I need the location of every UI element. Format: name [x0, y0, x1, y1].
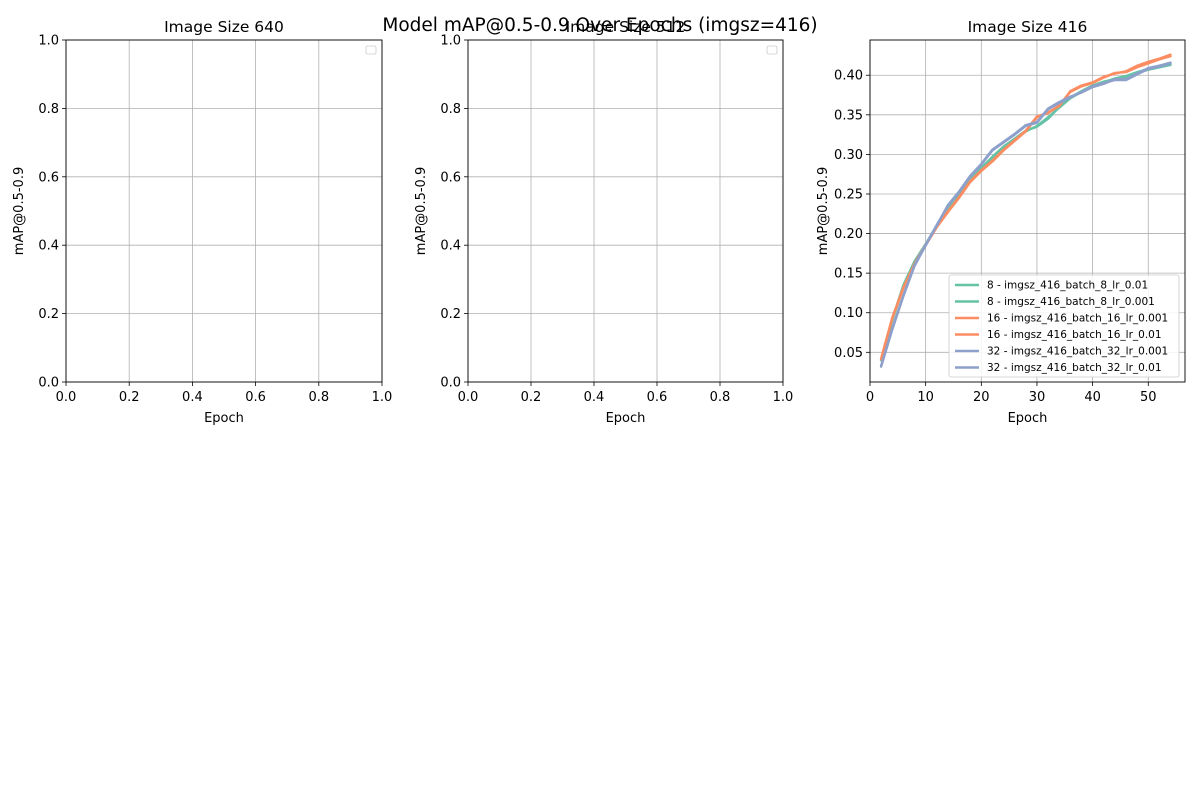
x-tick-label: 0.4	[182, 390, 203, 405]
y-axis-label: mAP@0.5-0.9	[12, 167, 27, 255]
legend: 8 - imgsz_416_batch_8_lr_0.01 8 - imgsz_4…	[948, 274, 1180, 378]
y-tick-label: 0.8	[38, 102, 59, 117]
x-tick-label: 30	[1029, 390, 1046, 405]
x-axis-label: Epoch	[1008, 411, 1048, 426]
x-tick-label: 0.6	[245, 390, 266, 405]
y-tick-label: 0.0	[38, 376, 59, 391]
panel-640: 0.0 0.2 0.4 0.6 0.8 1.0 0.0 0.2 0.4 0.6 0.8 1.0 Imag…	[12, 18, 392, 426]
grid	[65, 39, 383, 383]
x-tick-label: 20	[973, 390, 990, 405]
y-tick-label: 0.8	[440, 102, 461, 117]
panel-title: Image Size 512	[566, 18, 686, 36]
x-tick-label: 0	[866, 390, 874, 405]
figure-suptitle: Model mAP@0.5-0.9 Over Epochs (imgsz=416…	[382, 15, 817, 36]
grid	[467, 39, 784, 383]
x-tick-label: 40	[1084, 390, 1101, 405]
x-tick-label: 0.0	[458, 390, 479, 405]
legend-label: 32 - imgsz_416_batch_32_lr_0.001	[987, 346, 1168, 358]
x-axis-label: Epoch	[606, 411, 646, 426]
empty-legend	[365, 45, 377, 55]
x-tick-label: 0.6	[647, 390, 668, 405]
y-tick-label: 0.05	[834, 346, 863, 361]
y-tick-label: 1.0	[440, 34, 461, 49]
y-tick-label: 1.0	[38, 34, 59, 49]
y-tick-label: 0.0	[440, 376, 461, 391]
legend-label: 32 - imgsz_416_batch_32_lr_0.01	[987, 362, 1162, 374]
legend-label: 16 - imgsz_416_batch_16_lr_0.01	[987, 329, 1162, 341]
y-tick-label: 0.15	[834, 267, 863, 282]
panel-512: 0.0 0.2 0.4 0.6 0.8 1.0 0.0 0.2 0.4 0.6 0.8 1.0 Imag…	[414, 18, 793, 426]
x-tick-label: 0.0	[56, 390, 77, 405]
y-axis-label: mAP@0.5-0.9	[816, 167, 831, 255]
series-line-5	[879, 61, 1172, 368]
axes-frame	[65, 39, 383, 383]
x-tick-label: 1.0	[372, 390, 393, 405]
y-tick-label: 0.4	[440, 239, 461, 254]
y-tick-label: 0.40	[834, 69, 863, 84]
legend-box	[948, 274, 1180, 378]
y-tick-label: 0.6	[38, 170, 59, 185]
legend-label: 16 - imgsz_416_batch_16_lr_0.001	[987, 313, 1168, 325]
x-tick-label: 0.4	[584, 390, 605, 405]
y-tick-label: 0.4	[38, 239, 59, 254]
x-tick-label: 0.2	[119, 390, 140, 405]
x-tick-label: 1.0	[773, 390, 794, 405]
axes-frame	[869, 39, 1186, 383]
y-tick-label: 0.35	[834, 108, 863, 123]
panel-title: Image Size 416	[968, 18, 1088, 36]
legend-label: 8 - imgsz_416_batch_8_lr_0.001	[987, 296, 1155, 308]
axes-frame	[467, 39, 784, 383]
panel-416: 0 10 20 30 40 50 0.05 0.10 0.15 0.20 0.25 0.30 0.35 0…	[816, 18, 1186, 426]
x-tick-label: 0.8	[710, 390, 731, 405]
panel-title: Image Size 640	[164, 18, 284, 36]
y-tick-label: 0.6	[440, 170, 461, 185]
panels: 0.0 0.2 0.4 0.6 0.8 1.0 0.0 0.2 0.4 0.6 0.8 1.0 Imag…	[12, 18, 1186, 426]
x-tick-label: 0.2	[521, 390, 542, 405]
x-axis-label: Epoch	[204, 411, 244, 426]
y-tick-label: 0.25	[834, 187, 863, 202]
series-lines	[879, 53, 1172, 368]
empty-legend	[766, 45, 778, 55]
y-tick-label: 0.10	[834, 306, 863, 321]
x-tick-label: 10	[917, 390, 934, 405]
y-tick-label: 0.30	[834, 148, 863, 163]
x-tick-label: 50	[1140, 390, 1157, 405]
y-tick-label: 0.2	[440, 307, 461, 322]
legend-label: 8 - imgsz_416_batch_8_lr_0.01	[987, 280, 1148, 292]
y-axis-label: mAP@0.5-0.9	[414, 167, 429, 255]
y-tick-label: 0.2	[38, 307, 59, 322]
y-tick-label: 0.20	[834, 227, 863, 242]
x-tick-label: 0.8	[308, 390, 329, 405]
